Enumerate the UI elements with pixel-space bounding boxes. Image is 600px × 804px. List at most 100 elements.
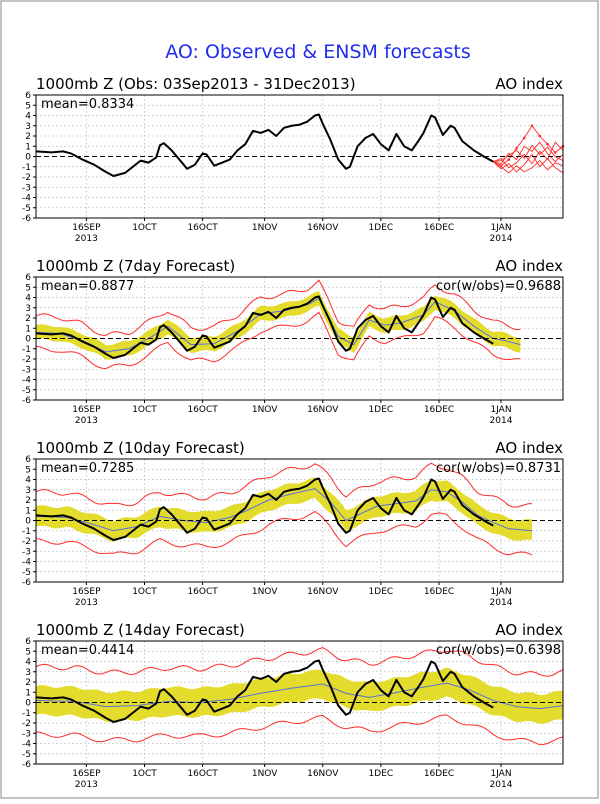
x-tick-label: 16SEP xyxy=(72,769,101,779)
y-tick-label: -1 xyxy=(22,709,31,719)
ensemble-member-point xyxy=(538,134,542,138)
x-tick-label: 1JAN xyxy=(490,587,511,597)
x-tick-year: 2013 xyxy=(75,780,98,790)
y-tick-label: -3 xyxy=(22,729,31,739)
panel-title: 1000mb Z (Obs: 03Sep2013 - 31Dec2013) xyxy=(36,75,356,93)
plot-frame xyxy=(35,276,564,401)
y-tick-label: 5 xyxy=(25,647,31,657)
x-tick-label: 16NOV xyxy=(307,769,339,779)
correlation-label: cor(w/obs)=0.9688 xyxy=(436,279,561,294)
y-tick-label: -4 xyxy=(22,194,31,204)
y-tick-label: -2 xyxy=(22,355,31,365)
ensemble-member-line xyxy=(492,153,564,174)
chart-panel-2: 1000mb Z (7day Forecast) AO index -6-5-4-3… xyxy=(22,257,564,426)
y-tick-label: 0 xyxy=(25,699,31,709)
y-tick-label: 6 xyxy=(25,273,31,283)
y-tick-label: 1 xyxy=(25,688,31,698)
ensemble-upper-envelope xyxy=(35,462,533,508)
panel-index-label: AO index xyxy=(495,257,563,275)
ensemble-upper-envelope xyxy=(35,647,564,677)
x-tick-label: 1OCT xyxy=(132,405,157,415)
y-tick-label: -6 xyxy=(22,214,31,224)
y-tick-label: -5 xyxy=(22,750,31,760)
ensemble-spread-band xyxy=(36,667,563,724)
x-tick-year: 2014 xyxy=(490,234,513,244)
y-tick-label: -1 xyxy=(22,345,31,355)
x-tick-label: 16NOV xyxy=(307,587,339,597)
y-tick-label: -5 xyxy=(22,204,31,214)
x-tick-label: 16OCT xyxy=(187,587,218,597)
plot-frame xyxy=(35,640,564,765)
x-tick-label: 1NOV xyxy=(252,587,278,597)
x-tick-label: 1OCT xyxy=(132,769,157,779)
y-tick-label: 5 xyxy=(25,283,31,293)
y-tick-label: 5 xyxy=(25,465,31,475)
y-tick-label: -5 xyxy=(22,386,31,396)
x-tick-label: 16OCT xyxy=(187,769,218,779)
observed-ao-line xyxy=(35,295,494,359)
ensemble-mean-line xyxy=(35,488,533,532)
y-tick-label: 2 xyxy=(25,496,31,506)
ensemble-spread-band xyxy=(36,291,521,360)
ensemble-member-point xyxy=(515,147,518,150)
x-tick-label: 1NOV xyxy=(252,405,278,415)
panel-index-label: AO index xyxy=(495,439,563,457)
y-tick-label: 3 xyxy=(25,304,31,314)
observed-ao-line xyxy=(35,477,494,541)
x-tick-label: 16NOV xyxy=(307,223,339,233)
y-tick-label: 1 xyxy=(25,324,31,334)
x-tick-label: 1DEC xyxy=(369,769,394,779)
y-tick-label: 6 xyxy=(25,91,31,101)
y-tick-label: -3 xyxy=(22,365,31,375)
x-tick-year: 2013 xyxy=(75,234,98,244)
x-tick-label: 16OCT xyxy=(187,405,218,415)
x-tick-year: 2014 xyxy=(490,598,513,608)
x-tick-label: 1OCT xyxy=(132,223,157,233)
y-tick-label: -6 xyxy=(22,760,31,770)
chart-panels: 1000mb Z (Obs: 03Sep2013 - 31Dec2013) AO … xyxy=(22,75,565,790)
y-tick-label: 4 xyxy=(25,294,31,304)
y-tick-label: 3 xyxy=(25,668,31,678)
x-tick-label: 16DEC xyxy=(424,223,454,233)
mean-label: mean=0.8334 xyxy=(41,97,134,112)
correlation-label: cor(w/obs)=0.6398 xyxy=(436,643,561,658)
ensemble-lower-envelope xyxy=(35,714,564,746)
x-tick-label: 1NOV xyxy=(252,223,278,233)
y-tick-label: 2 xyxy=(25,314,31,324)
x-tick-label: 16DEC xyxy=(424,405,454,415)
ensemble-member-point xyxy=(530,124,534,128)
y-tick-label: -4 xyxy=(22,740,31,750)
x-tick-year: 2014 xyxy=(490,780,513,790)
plot-frame xyxy=(35,458,564,583)
ensemble-member-point xyxy=(546,142,549,146)
panel-title: 1000mb Z (7day Forecast) xyxy=(36,257,235,275)
x-tick-year: 2014 xyxy=(490,416,513,426)
y-tick-label: -4 xyxy=(22,558,31,568)
y-tick-label: -3 xyxy=(22,547,31,557)
correlation-label: cor(w/obs)=0.8731 xyxy=(436,461,561,476)
y-tick-label: 4 xyxy=(25,658,31,668)
chart-panel-1: 1000mb Z (Obs: 03Sep2013 - 31Dec2013) AO … xyxy=(22,75,565,244)
x-tick-label: 1DEC xyxy=(369,223,394,233)
observed-ao-line xyxy=(35,659,494,723)
y-tick-label: 2 xyxy=(25,132,31,142)
ensemble-upper-envelope xyxy=(35,279,521,336)
plot-area xyxy=(36,95,563,218)
x-tick-label: 16OCT xyxy=(187,223,218,233)
plot-frame xyxy=(35,94,564,219)
x-tick-label: 16NOV xyxy=(307,405,339,415)
y-tick-label: -2 xyxy=(22,173,31,183)
y-tick-label: -6 xyxy=(22,396,31,406)
y-tick-label: 4 xyxy=(25,476,31,486)
ensemble-mean-line xyxy=(35,682,564,710)
y-tick-label: 2 xyxy=(25,678,31,688)
ensemble-spread-band xyxy=(36,477,532,542)
y-tick-label: 5 xyxy=(25,101,31,111)
ensemble-mean-line xyxy=(35,297,521,353)
panel-title: 1000mb Z (14day Forecast) xyxy=(36,621,245,639)
ensemble-member-line xyxy=(493,144,564,163)
x-tick-label: 16DEC xyxy=(424,769,454,779)
y-tick-label: -3 xyxy=(22,183,31,193)
ensemble-member-point xyxy=(522,136,526,140)
ensemble-member-point xyxy=(507,158,511,161)
